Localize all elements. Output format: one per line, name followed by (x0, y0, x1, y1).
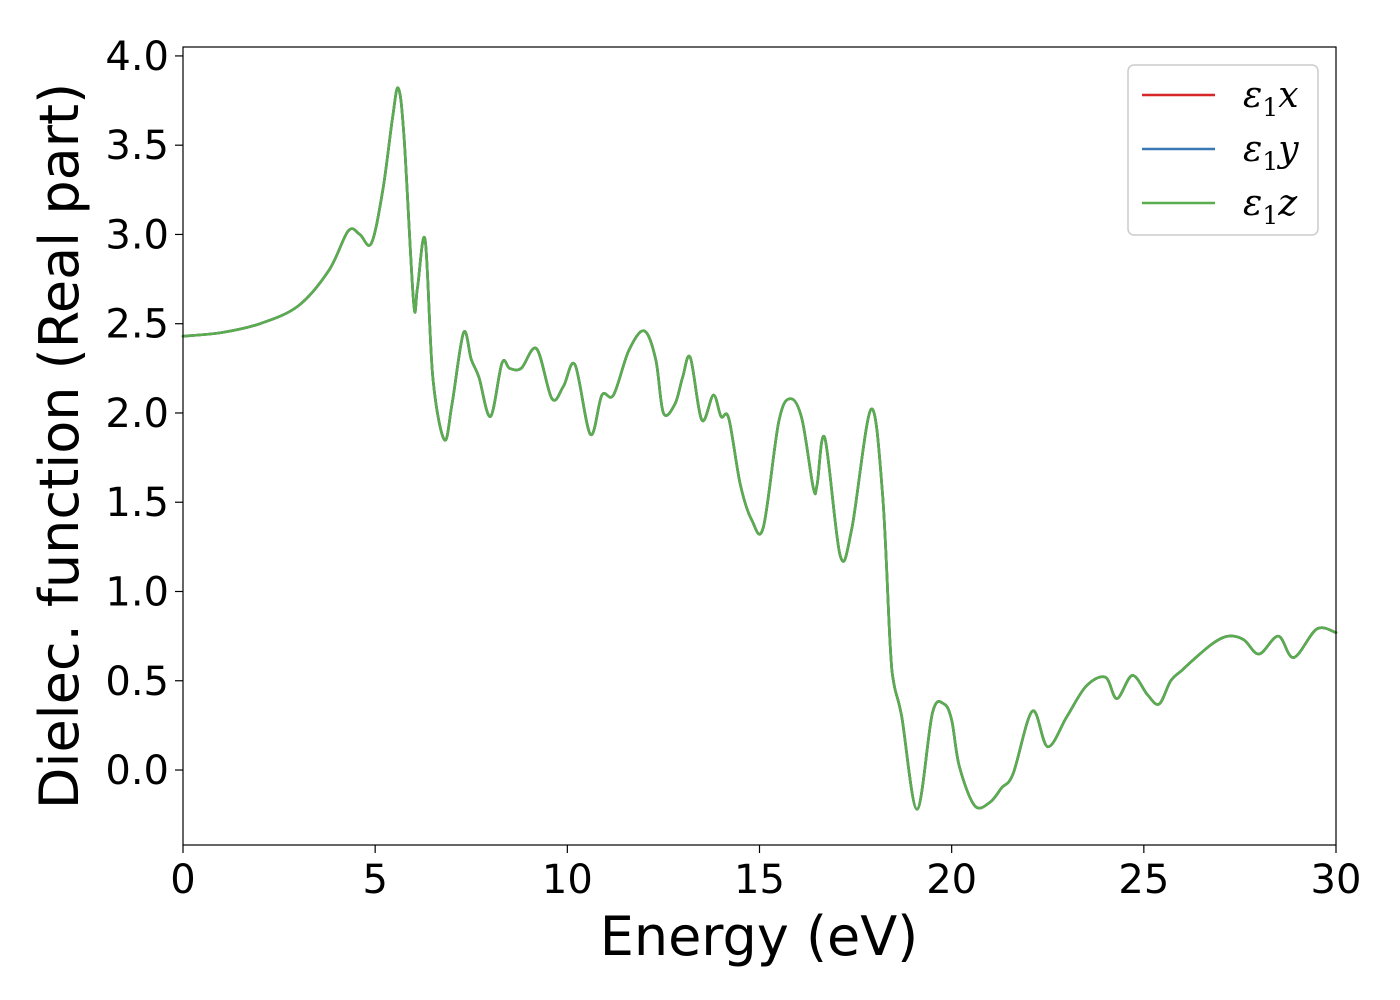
y-tick-label: 3.5 (105, 123, 169, 169)
legend-items: ε1x ε1y ε1z (1142, 75, 1299, 230)
y-tick-label: 4.0 (105, 34, 169, 80)
x-axis-label: Energy (eV) (600, 905, 919, 968)
x-tick-label: 25 (1118, 857, 1169, 903)
y-axis-ticks: 0.0 0.5 1.0 1.5 2.0 2.5 3.0 3.5 4.0 (105, 34, 183, 794)
y-axis-label: Dielec. function (Real part) (28, 83, 91, 809)
y-tick-label: 2.0 (105, 391, 169, 437)
legend-label: ε1y (1243, 129, 1299, 176)
series-line-ε1z (181, 86, 1338, 811)
y-tick-label: 3.0 (105, 212, 169, 258)
y-tick-label: 2.5 (105, 302, 169, 348)
y-tick-label: 1.5 (105, 480, 169, 526)
legend-label: ε1z (1243, 183, 1298, 230)
legend-label: ε1x (1243, 75, 1299, 122)
x-tick-label: 20 (926, 857, 977, 903)
legend-box (1127, 64, 1319, 236)
x-tick-label: 5 (362, 857, 387, 903)
y-tick-label: 0.0 (105, 748, 169, 794)
series-layer (181, 86, 1338, 811)
x-tick-label: 0 (170, 857, 195, 903)
x-tick-label: 30 (1311, 857, 1362, 903)
y-tick-label: 1.0 (105, 569, 169, 615)
x-tick-label: 15 (734, 857, 785, 903)
x-tick-label: 10 (542, 857, 593, 903)
legend: ε1x ε1y ε1z (1127, 64, 1319, 236)
y-tick-label: 0.5 (105, 659, 169, 705)
x-axis-ticks: 0 5 10 15 20 25 30 (170, 845, 1361, 903)
